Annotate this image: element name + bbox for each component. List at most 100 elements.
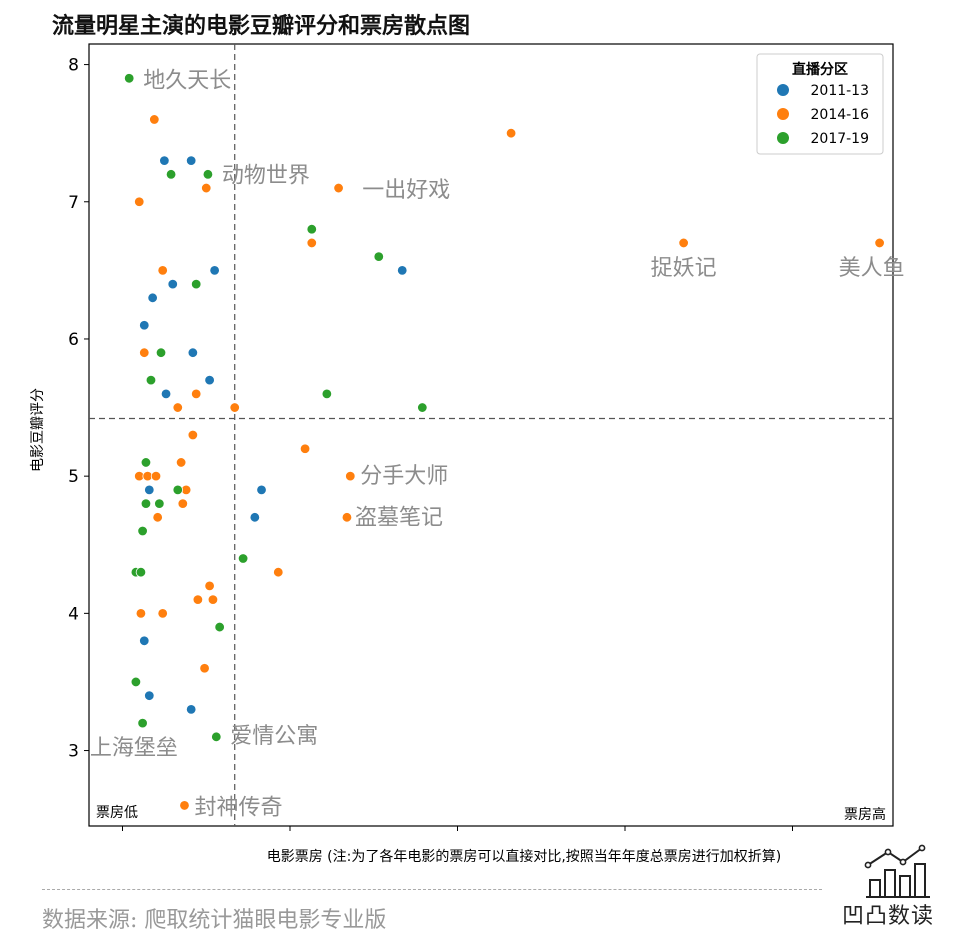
data-point: [333, 182, 344, 194]
movie-annotation: 地久天长: [143, 68, 231, 93]
data-point: [135, 608, 147, 619]
data-point: [299, 443, 311, 454]
data-point: [229, 402, 240, 413]
data-point: [209, 265, 220, 276]
y-axis-label: 电影豆瓣评分: [30, 388, 46, 472]
data-point: [155, 347, 167, 358]
data-point: [214, 621, 225, 633]
data-point: [192, 594, 204, 605]
data-point: [145, 374, 157, 386]
data-point: [123, 73, 135, 84]
movie-annotation: 美人鱼: [839, 256, 905, 281]
movie-annotation: 捉妖记: [651, 256, 717, 281]
y-tick-label: 5: [68, 467, 79, 487]
data-point: [190, 278, 202, 290]
data-point: [678, 237, 689, 249]
data-point: [199, 663, 210, 674]
data-point: [345, 470, 356, 482]
data-point: [159, 155, 170, 166]
data-point: [167, 278, 178, 290]
data-point: [149, 114, 160, 125]
data-point: [157, 265, 168, 276]
data-point: [306, 237, 317, 249]
data-point: [140, 457, 152, 468]
data-point: [137, 525, 148, 537]
data-point: [134, 196, 145, 207]
y-tick-label: 8: [68, 56, 79, 76]
data-point: [147, 292, 158, 304]
chart-title: 流量明星主演的电影豆瓣评分和票房散点图: [52, 14, 471, 39]
data-point: [249, 512, 261, 523]
data-point: [185, 155, 197, 166]
data-point: [373, 251, 384, 262]
data-point: [179, 800, 190, 811]
y-tick-label: 3: [68, 742, 79, 762]
brand-logo-text: 凹凸数读: [842, 904, 935, 929]
data-point: [177, 498, 189, 509]
data-point: [211, 731, 222, 743]
data-point: [139, 347, 150, 358]
data-point: [187, 429, 199, 441]
legend-title: 直播分区: [792, 61, 848, 78]
movie-annotation: 动物世界: [222, 163, 310, 188]
data-point: [187, 347, 199, 358]
data-point: [135, 566, 147, 578]
data-point: [397, 265, 408, 276]
data-point: [505, 127, 517, 139]
movie-annotation: 封神传奇: [194, 795, 282, 820]
data-point: [137, 717, 148, 729]
data-point: [237, 553, 249, 564]
boxoffice-low-label: 票房低: [96, 805, 138, 821]
line-bar-chart-icon: [864, 844, 930, 898]
data-point: [204, 374, 215, 386]
legend-label: 2014-16: [811, 107, 870, 123]
data-point: [874, 237, 885, 249]
data-point: [160, 388, 172, 400]
data-point: [154, 498, 165, 509]
data-point: [152, 512, 163, 523]
data-point: [190, 388, 202, 400]
data-point: [185, 704, 197, 715]
legend-marker: [777, 84, 789, 96]
movie-annotation: 分手大师: [360, 464, 448, 489]
source-divider: [42, 889, 822, 890]
data-point: [306, 224, 317, 235]
data-point: [139, 635, 150, 646]
data-point: [417, 402, 428, 413]
data-point: [165, 169, 177, 180]
data-point: [273, 566, 284, 578]
data-point: [204, 580, 215, 592]
data-point: [341, 512, 353, 523]
data-point: [144, 690, 155, 701]
data-point: [175, 457, 187, 468]
y-tick-label: 7: [68, 193, 79, 213]
plot-frame: [88, 43, 894, 827]
data-point: [157, 608, 168, 619]
legend-label: 2011-13: [811, 83, 870, 99]
y-tick-label: 4: [68, 604, 79, 624]
y-tick-label: 6: [68, 330, 79, 350]
data-point: [144, 484, 155, 496]
data-point: [202, 169, 214, 180]
movie-annotation: 盗墓笔记: [355, 505, 443, 530]
legend-marker: [777, 108, 789, 120]
boxoffice-high-label: 票房高: [844, 806, 886, 823]
legend-box: [756, 53, 884, 155]
x-axis-label: 电影票房 (注:为了各年电影的票房可以直接对比,按照当年年度总票房进行加权折算): [267, 848, 782, 865]
data-source-note: 数据来源: 爬取统计猫眼电影专业版: [42, 908, 387, 933]
movie-annotation: 上海堡垒: [90, 736, 178, 761]
data-point: [172, 402, 183, 413]
data-point: [140, 498, 152, 509]
data-point: [172, 484, 183, 496]
data-point: [150, 470, 162, 482]
data-point: [256, 484, 267, 496]
legend-label: 2017-19: [811, 131, 870, 147]
data-point: [321, 388, 333, 400]
movie-annotation: 爱情公寓: [230, 724, 318, 749]
data-point: [130, 676, 142, 688]
data-point: [201, 182, 212, 194]
movie-annotation: 一出好戏: [362, 178, 450, 203]
data-point: [139, 320, 150, 331]
data-point: [207, 594, 219, 605]
